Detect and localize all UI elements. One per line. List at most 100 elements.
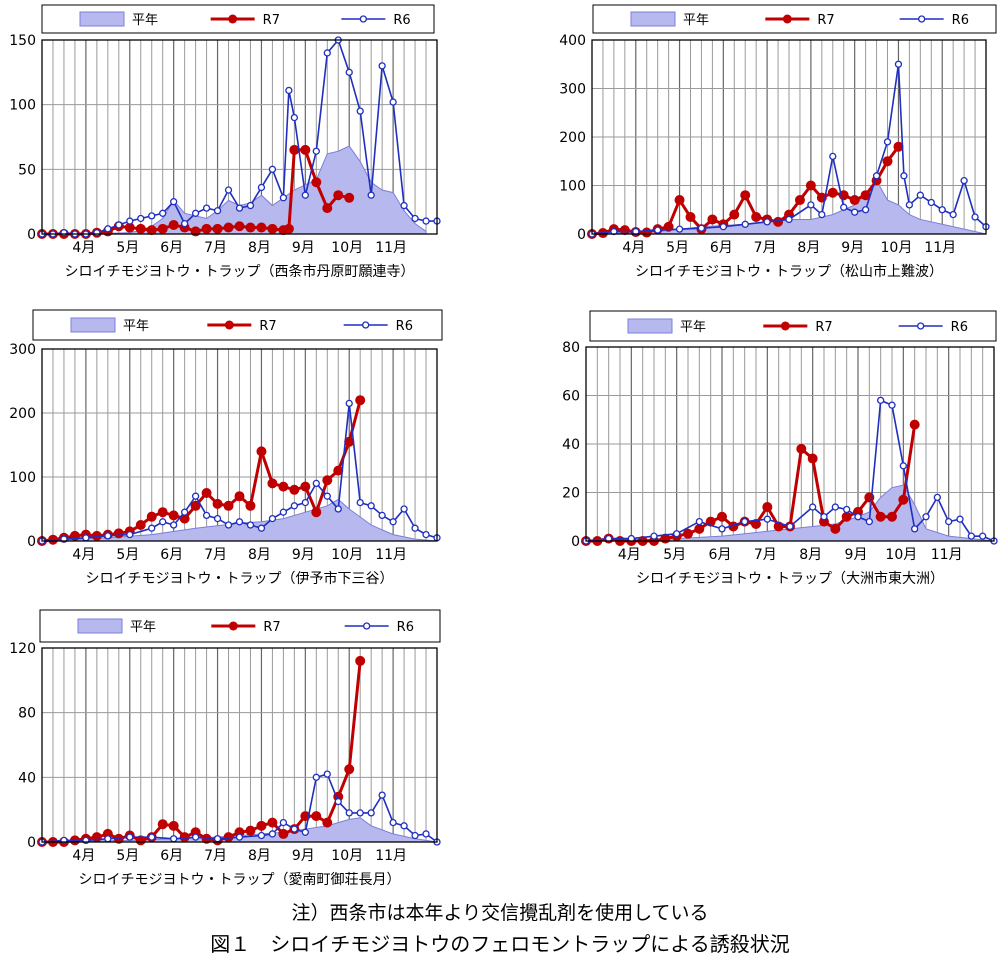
data-point-r7 [898,494,909,505]
data-point-r6 [719,223,727,231]
legend-label: R6 [396,319,413,334]
data-point-r7 [796,443,807,454]
x-tick-label: 4月 [72,240,95,256]
data-point-r7 [267,817,278,828]
data-point-r7 [322,203,333,214]
data-point-r6 [159,518,167,526]
legend-label: 平年 [123,319,149,334]
data-point-r6 [246,201,255,210]
x-tick-label: 7月 [204,240,227,256]
data-point-r7 [190,500,201,511]
y-tick-label: 400 [559,33,586,49]
data-point-r6 [400,505,408,513]
data-point-r7 [717,511,727,522]
data-point-r6 [323,770,331,778]
data-point-r6 [741,220,749,228]
x-tick-label: 5月 [116,547,139,563]
data-point-r6 [916,191,924,199]
data-point-r6 [367,191,375,199]
legend-label: 平年 [132,13,158,28]
data-point-r6 [945,517,953,526]
grid-lines [586,347,994,541]
y-tick-label: 40 [562,437,580,453]
data-point-r6 [290,502,299,510]
data-point-r6 [697,224,706,232]
data-point-r7 [300,481,311,492]
data-point-r7 [683,528,693,539]
data-point-r7 [146,225,157,236]
data-point-r6 [785,215,793,224]
figure-note: 注）西条市は本年より交信攪乱剤を使用している [291,902,709,924]
data-point-r7 [278,481,289,492]
x-tick-label: 7月 [754,240,777,256]
chart-title: シロイチモジヨトウ・トラップ（愛南町御荘長月） [79,872,401,888]
data-point-r6 [268,514,277,523]
x-tick-label: 4月 [72,547,95,563]
x-tick-label: 9月 [292,240,315,256]
data-point-r6 [257,524,266,532]
data-point-r6 [411,831,419,840]
data-point-r6 [180,220,189,228]
data-point-r6 [285,86,293,95]
x-tick-label: 4月 [618,547,641,563]
x-tick-label: 11月 [375,240,407,256]
data-point-r7 [805,180,816,191]
x-tick-label: 9月 [292,848,315,864]
chart-title: シロイチモジヨトウ・トラップ（西条市丹原町願連寺） [65,263,415,280]
figure-title: 図１ シロイチモジヨトウのフェロモントラップによる誘殺状況 [210,932,790,956]
y-tick-label: 80 [18,706,36,722]
y-tick-label: 100 [559,179,586,195]
data-point-r6 [378,791,386,799]
data-point-r6 [126,833,134,841]
data-point-r7 [685,212,696,223]
data-point-r7 [212,223,223,234]
data-point-r7 [807,453,818,464]
data-point-r6 [334,505,342,513]
x-tick-label: 9月 [845,547,868,563]
y-tick-label: 50 [18,162,36,178]
data-point-r6 [763,218,771,226]
x-tick-label: 8月 [248,240,271,256]
x-tick-label: 9月 [292,547,315,563]
data-point-r6 [148,212,156,220]
data-point-r7 [289,144,300,155]
data-point-r6 [883,138,892,146]
data-point-r7 [311,507,322,518]
y-tick-label: 60 [562,389,580,405]
y-tick-label: 300 [9,342,36,358]
x-tick-label: 6月 [160,547,183,563]
data-point-r6 [831,503,839,511]
data-point-r6 [170,521,178,529]
x-tick-label: 10月 [881,240,913,256]
data-point-r6 [400,201,408,210]
legend-label: R6 [951,320,968,335]
chart-1: 0 50 100 150 4月 5月 6月 7月 8月 9月 10月 11月シロイチモジヨトウ・トラッ… [9,4,441,280]
data-point-r7 [882,156,893,167]
data-point-r7 [157,507,168,518]
data-point-r6 [888,401,896,409]
data-point-r7 [707,214,718,225]
x-tick-label: 4月 [622,240,645,256]
data-point-r7 [201,488,212,498]
data-point-r7 [355,395,366,406]
data-point-r6 [345,399,353,408]
data-point-r6 [854,513,862,521]
data-point-r6 [872,172,881,180]
data-point-r6 [411,214,419,223]
legend-marker-r7 [780,321,790,331]
data-point-r6 [654,226,662,234]
data-point-r6 [279,194,288,202]
data-point-r6 [290,113,299,122]
y-tick-label: 300 [559,82,586,98]
grid-lines [42,648,437,842]
data-point-r6 [865,517,873,526]
data-point-r6 [191,209,200,217]
chart-5: 0 40 80 120 4月 5月 6月 7月 8月 9月 10月 11月シロイチモジヨトウ・トラップ… [9,609,441,888]
data-point-r7 [773,216,784,227]
data-point-r6 [378,511,386,520]
data-point-r7 [694,523,705,534]
data-point-r7 [311,811,322,822]
data-point-r7 [311,177,322,188]
data-point-r6 [938,206,946,214]
legend-label: 平年 [130,620,156,635]
